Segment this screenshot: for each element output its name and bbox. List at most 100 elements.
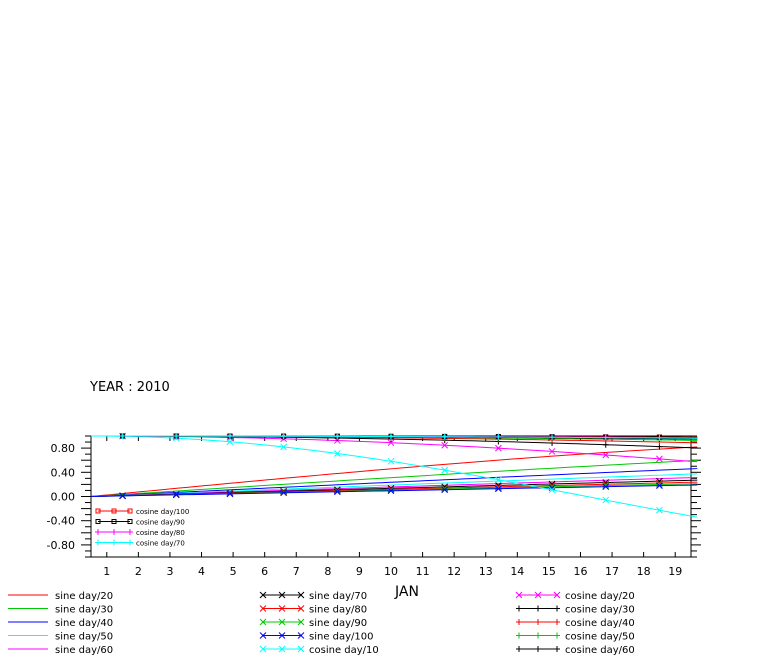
data-point [280,443,287,451]
data-point [280,489,287,497]
series-line [90,435,698,439]
x-tick-label: 7 [293,565,300,578]
legend-label: sine day/20 [55,591,113,602]
legend-marker [516,646,522,652]
legend-marker [95,529,101,535]
year-label: YEAR : 2010 [89,380,170,395]
series-sine-day-30 [90,459,698,497]
data-point [656,455,663,463]
legend-marker [259,632,267,639]
data-point [441,486,449,494]
data-point [495,444,502,452]
legend-marker [516,619,522,625]
legend-marker [554,646,560,652]
data-point [387,485,395,493]
data-point [119,492,126,500]
x-tick-label: 13 [479,565,493,578]
legend-label: cosine day/20 [565,591,635,602]
data-point [656,506,663,514]
data-point [495,434,502,441]
y-tick-label: 0.00 [51,491,76,504]
data-point [172,491,180,499]
x-tick-label: 16 [573,565,587,578]
legend-marker [516,632,522,639]
legend-marker [553,591,561,599]
series-line [90,473,698,497]
x-tick-label: 15 [542,565,556,578]
legend-marker [535,632,541,639]
bottom-legend: sine day/20 sine day/30 sine day/40 sine da… [8,591,635,656]
x-tick-label: 4 [198,565,205,578]
legend-marker [554,605,560,612]
data-point [602,483,610,491]
data-point [119,433,126,440]
x-tick-label: 2 [135,565,142,578]
series-line [90,459,698,497]
x-tick-label: 3 [166,565,173,578]
legend-marker [278,618,286,626]
data-point [656,434,663,441]
series-cosine-day-10 [90,432,698,518]
series-cosine-day-70 [90,433,698,441]
legend-marker [297,605,305,612]
series-line [90,484,698,497]
legend-marker [95,539,101,546]
inset-legend: cosine day/100 cosine day/90 cosine day/80… [95,508,189,548]
series-line [90,446,698,497]
y-tick-label: -0.80 [47,539,75,552]
legend-marker [259,645,267,653]
legend-marker [127,508,133,514]
legend-marker [535,646,541,652]
legend-label: cosine day/30 [565,605,635,616]
legend-marker [515,591,523,599]
legend-marker [535,619,541,625]
series-sine-day-50 [90,473,698,497]
data-point [495,484,502,492]
data-point [334,433,341,440]
legend-label: cosine day/10 [309,645,379,656]
data-point [387,439,395,447]
legend-marker [278,645,286,653]
x-tick-label: 9 [356,565,363,578]
legend-label: sine day/100 [309,632,374,643]
legend-marker [127,529,133,535]
data-point [387,487,395,495]
chart-axes: 1 2 3 4 5 6 7 8 9 10 11 12 13 14 15 16 17 18 190.800.400.0… [47,435,701,578]
data-point [280,433,287,440]
legend-marker [259,618,267,626]
y-tick-label: -0.40 [47,515,75,528]
x-tick-label: 18 [637,565,651,578]
legend-marker [516,605,522,612]
series-line [90,468,698,497]
data-point [495,476,502,484]
legend-label: sine day/60 [55,645,113,656]
legend-label: sine day/90 [309,618,367,629]
data-point [548,483,556,491]
legend-label: cosine day/90 [136,519,185,527]
x-tick-label: 10 [384,565,398,578]
data-point [388,433,394,440]
legend-marker [297,591,305,599]
legend-label: sine day/40 [55,618,113,629]
data-point [226,433,233,440]
x-tick-label: 17 [605,565,619,578]
series-sine-day-20 [90,446,698,497]
data-point [441,485,449,493]
data-point [602,434,609,441]
data-point [495,485,502,493]
data-point [549,434,556,441]
data-point [548,448,556,455]
data-point [602,482,610,489]
legend-label: cosine day/50 [565,632,635,643]
legend-marker [127,539,133,546]
data-point [441,441,449,449]
legend-label: sine day/50 [55,632,113,643]
x-tick-label: 6 [261,565,268,578]
data-point [333,488,341,496]
legend-marker [278,632,286,639]
x-axis-label: JAN [394,584,419,600]
data-point [226,490,234,498]
series-sine-day-40 [90,468,698,497]
legend-marker [554,619,560,625]
